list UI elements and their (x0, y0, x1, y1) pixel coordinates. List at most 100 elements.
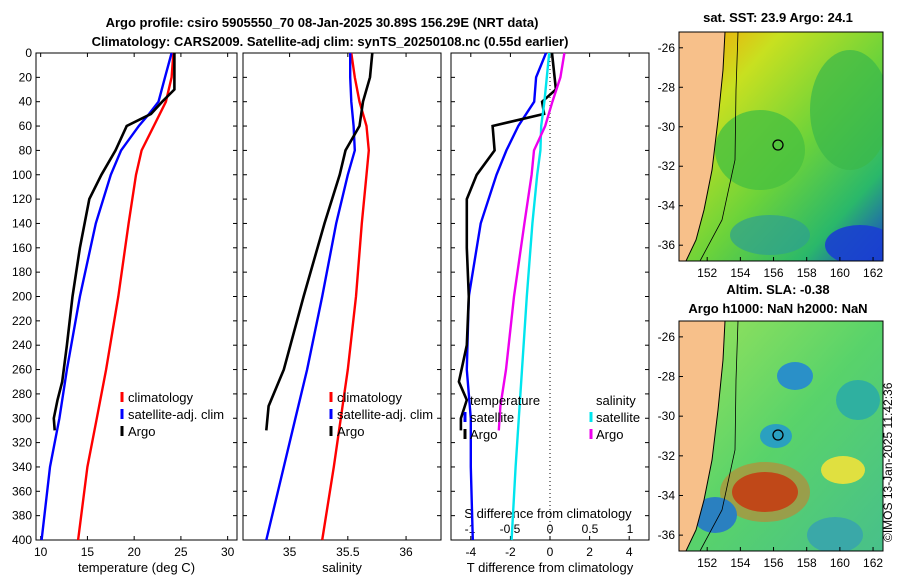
series-s-satellite (510, 52, 551, 541)
y-tick-label: 20 (19, 70, 33, 84)
legend-label: climatology (337, 390, 403, 405)
land (679, 321, 725, 551)
map-x-tick-label: 158 (797, 556, 817, 570)
isobath (699, 321, 739, 551)
map-y-tick-label: -28 (658, 80, 676, 94)
map-x-tick-label: 162 (863, 556, 883, 570)
map-y-tick-label: -30 (658, 409, 676, 423)
map-y-tick-label: -34 (658, 199, 676, 213)
map-y-tick-label: -26 (658, 41, 676, 55)
timestamp: ©IMOS 13-Jan-2025 11:42:36 (881, 382, 895, 542)
y-tick-label: 100 (12, 168, 32, 182)
y-tick-label: 160 (12, 241, 32, 255)
y-tick-label: 360 (12, 484, 32, 498)
x-tick-label: 2 (586, 545, 593, 559)
series-s-argo (497, 52, 566, 431)
sla-eddy (821, 456, 865, 484)
series-t-satellite (465, 52, 548, 541)
map-x-tick-label: 152 (697, 266, 717, 280)
map-x-tick-label: 154 (730, 556, 750, 570)
sla-eddy (777, 362, 813, 390)
y-tick-label: 80 (19, 143, 33, 157)
map-x-tick-label: 162 (863, 266, 883, 280)
legend-label: Argo (470, 427, 497, 442)
coastline (685, 321, 726, 551)
sla-map-title-2: Argo h1000: NaN h2000: NaN (688, 301, 867, 316)
legend-label: climatology (128, 390, 194, 405)
x-tick-label: -4 (465, 545, 476, 559)
panel-temperature: 0 20 40 60 80 100 120 140 160 180 200 220 240 260 280 3… (12, 46, 238, 575)
x-tick-label: 25 (174, 545, 188, 559)
x-axis-label: salinity (322, 560, 362, 575)
y-tick-label: 260 (12, 363, 32, 377)
legend-label: satellite-adj. clim (128, 407, 224, 422)
sst-patch (730, 215, 810, 255)
s-tick-label: 1 (627, 522, 634, 536)
x-tick-label: 35.5 (336, 545, 360, 559)
sla-eddy (720, 462, 810, 522)
plot-frame (450, 52, 650, 541)
map-y-tick-label: -30 (658, 120, 676, 134)
x-tick-label: 20 (127, 545, 141, 559)
legend-label: satellite (470, 410, 514, 425)
y-tick-label: 200 (12, 290, 32, 304)
series-argo (52, 53, 176, 431)
x-tick-label: 0 (547, 545, 554, 559)
y-tick-label: 280 (12, 387, 32, 401)
legend-title-salinity: salinity (596, 393, 636, 408)
s-axis-label: S difference from climatology (464, 506, 632, 521)
y-tick-label: 380 (12, 509, 32, 523)
series-argo (265, 52, 374, 431)
y-tick-label: 400 (12, 533, 32, 547)
sst-patch (810, 50, 883, 170)
map-x-tick-label: 160 (830, 266, 850, 280)
plot-frame (242, 52, 442, 541)
map-y-tick-label: -28 (658, 370, 676, 384)
sst-map-title: sat. SST: 23.9 Argo: 24.1 (703, 10, 853, 25)
x-tick-label: 36 (399, 545, 413, 559)
coastline (685, 32, 726, 261)
sla-map-frame (678, 320, 884, 552)
sst-patch (825, 225, 883, 261)
map-x-tick-label: 160 (830, 556, 850, 570)
argo-marker (772, 139, 784, 151)
legend-label: satellite-adj. clim (337, 407, 433, 422)
s-tick-label: 0 (547, 522, 554, 536)
map-x-tick-label: 152 (697, 556, 717, 570)
x-tick-label: 10 (34, 545, 48, 559)
s-tick-label: -0.5 (500, 522, 521, 536)
x-tick-label: 4 (626, 545, 633, 559)
map-y-tick-label: -32 (658, 449, 676, 463)
s-tick-label: -1 (465, 522, 476, 536)
land (679, 32, 725, 261)
map-y-tick-label: -26 (658, 330, 676, 344)
map-x-tick-label: 158 (797, 266, 817, 280)
legend-label: Argo (128, 424, 155, 439)
x-tick-label: 15 (81, 545, 95, 559)
legend-label: Argo (596, 427, 623, 442)
y-tick-label: 220 (12, 314, 32, 328)
y-tick-label: 140 (12, 216, 32, 230)
y-tick-label: 240 (12, 338, 32, 352)
y-tick-label: 320 (12, 436, 32, 450)
x-axis-label: temperature (deg C) (78, 560, 195, 575)
legend-label: Argo (337, 424, 364, 439)
y-tick-label: 340 (12, 460, 32, 474)
x-tick-label: -2 (505, 545, 516, 559)
map-x-tick-label: 156 (764, 556, 784, 570)
sla-map: Altim. SLA: -0.38 Argo h1000: NaN h2000:… (658, 282, 884, 570)
y-tick-label: 120 (12, 192, 32, 206)
map-x-tick-label: 156 (764, 266, 784, 280)
title-line-2: Climatology: CARS2009. Satellite-adj cli… (92, 34, 569, 49)
y-tick-label: 60 (19, 119, 33, 133)
plot-frame (35, 52, 238, 541)
map-y-tick-label: -32 (658, 159, 676, 173)
sla-eddy (807, 517, 863, 551)
series-climatology (321, 52, 371, 541)
isobath (699, 32, 739, 261)
x-tick-label: 30 (221, 545, 235, 559)
sla-eddy (836, 380, 880, 420)
panel-difference: -4 -2 0 2 4T difference from climatology -1 -0… (450, 52, 650, 575)
sla-eddy (760, 424, 792, 448)
